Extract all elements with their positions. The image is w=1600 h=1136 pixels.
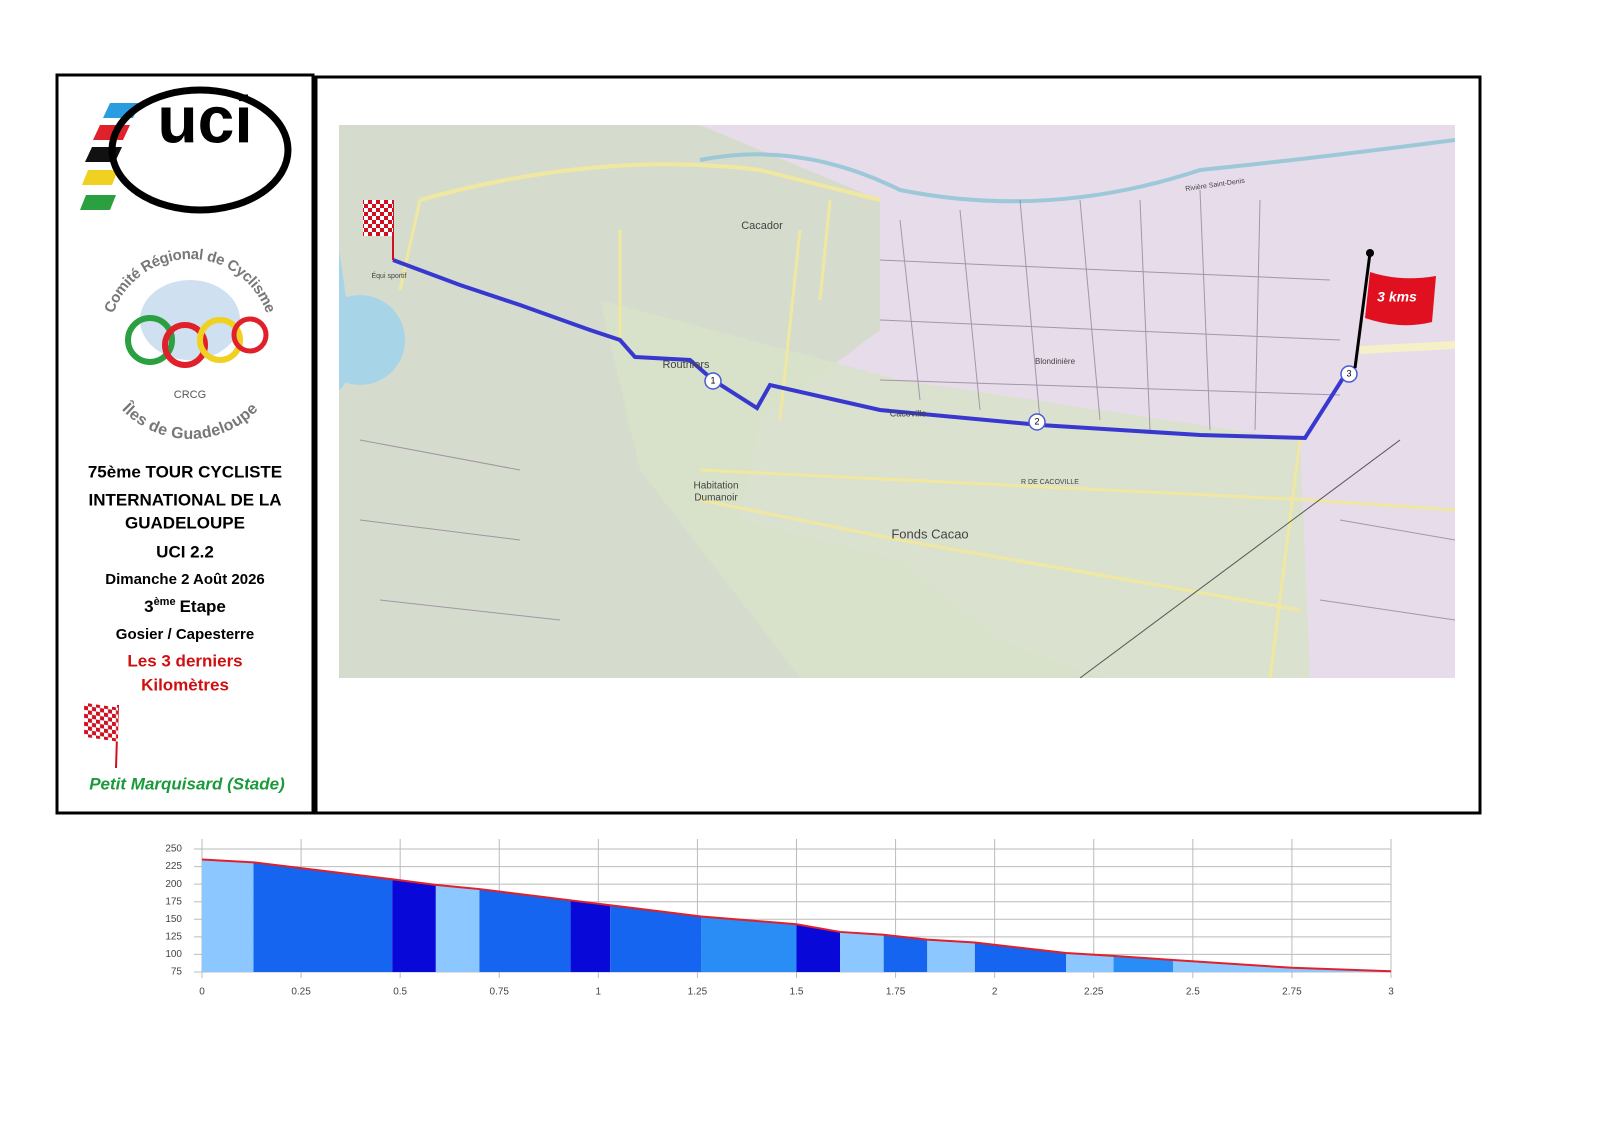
map-label: Dumanoir: [694, 493, 738, 504]
stage-suffix: ème: [154, 596, 176, 608]
profile-segment: [435, 884, 480, 972]
profile-segment: [796, 924, 841, 972]
map-label: Équi sportif: [371, 271, 406, 280]
map-label: Fonds Cacao: [891, 526, 968, 541]
map-label: Cacador: [741, 220, 783, 232]
km-flag: 3 kms: [1353, 249, 1436, 369]
sidebar-frame: [55, 73, 315, 815]
finish-flag: [84, 702, 119, 769]
y-tick-label: 175: [165, 896, 182, 907]
x-tick-label: 1: [596, 987, 602, 998]
x-tick-label: 2.75: [1282, 987, 1302, 998]
profile-line: [201, 858, 1392, 973]
category: UCI 2.2: [156, 542, 214, 561]
stage-number: 3: [144, 597, 153, 616]
x-tick-label: 2: [992, 987, 998, 998]
event-title: 75ème TOUR CYCLISTE: [88, 462, 282, 481]
section-title: Kilomètres: [141, 675, 229, 694]
x-tick-label: 0.75: [490, 987, 510, 998]
route-marker-label: 3: [1346, 368, 1351, 378]
map-label: Habitation: [693, 481, 738, 492]
profile-segment: [202, 859, 254, 972]
y-tick-label: 250: [165, 844, 182, 855]
crcg-bottom-path: Îles de Guadeloupe: [118, 398, 262, 443]
date: Dimanche 2 Août 2026: [105, 571, 265, 588]
profile-segment: [610, 905, 702, 972]
x-tick-label: 1.25: [688, 987, 708, 998]
profile-segment: [479, 889, 571, 972]
section-title: Les 3 derniers: [127, 651, 242, 670]
route: Gosier / Capesterre: [116, 626, 254, 643]
map-label: Blondinière: [1035, 357, 1076, 366]
profile-segment: [392, 879, 436, 972]
profile-segment: [927, 939, 975, 972]
x-tick-label: 0.5: [393, 987, 407, 998]
profile-segment: [1173, 960, 1292, 972]
route-marker: [1340, 365, 1358, 383]
uci-logo-text: uci: [157, 82, 252, 156]
profile-segment: [974, 942, 1067, 972]
km-flag-label: 3 kms: [1377, 289, 1417, 305]
crcg-bottom-text: Îles de Guadeloupe: [118, 398, 262, 443]
stage: 3ème Etape: [144, 596, 226, 617]
y-tick-label: 150: [165, 914, 182, 925]
x-tick-label: 0.25: [291, 987, 311, 998]
map: 1 2 3 Cacador Routhiers Cacoville Blondi…: [339, 125, 1455, 678]
map-frame: [314, 75, 1482, 815]
profile-segment: [570, 900, 611, 972]
start-flag: [363, 200, 394, 260]
stage-label: Etape: [180, 597, 226, 616]
x-tick-label: 1.75: [886, 987, 906, 998]
map-label: R DE CACOVILLE: [1021, 479, 1079, 486]
route-marker: [1028, 413, 1046, 431]
uci-logo: uci: [80, 82, 292, 214]
crcg-letters: CRCG: [174, 389, 206, 401]
profile-segment: [840, 931, 884, 972]
route-marker: [704, 372, 722, 390]
y-tick-label: 100: [165, 949, 182, 960]
elevation-profile: 75 100 125 150 175 200 225 250 0 0.25 0.5 0.75 1 1.25…: [165, 839, 1394, 998]
event-title: GUADELOUPE: [125, 513, 245, 532]
y-tick-label: 200: [165, 879, 182, 890]
route-marker-label: 2: [1034, 416, 1039, 426]
x-tick-label: 2.25: [1084, 987, 1104, 998]
profile-segment: [883, 934, 928, 972]
y-tick-label: 125: [165, 931, 182, 942]
route-marker-label: 1: [710, 375, 715, 385]
crcg-logo: Comité Régional de Cyclisme Îles de Guad…: [101, 246, 279, 443]
x-tick-label: 3: [1388, 987, 1394, 998]
y-tick-label: 75: [171, 967, 183, 978]
x-tick-label: 1.5: [790, 987, 804, 998]
map-label: Cacoville: [890, 408, 927, 418]
map-label: Routhiers: [662, 359, 710, 371]
x-tick-label: 2.5: [1186, 987, 1200, 998]
finish-location: Petit Marquisard (Stade): [89, 774, 285, 793]
y-tick-label: 225: [165, 861, 182, 872]
profile-segment: [701, 916, 797, 972]
profile-segment: [253, 862, 393, 972]
x-tick-label: 0: [199, 987, 205, 998]
event-title: INTERNATIONAL DE LA: [89, 490, 282, 509]
profile-segment: [1066, 953, 1114, 972]
